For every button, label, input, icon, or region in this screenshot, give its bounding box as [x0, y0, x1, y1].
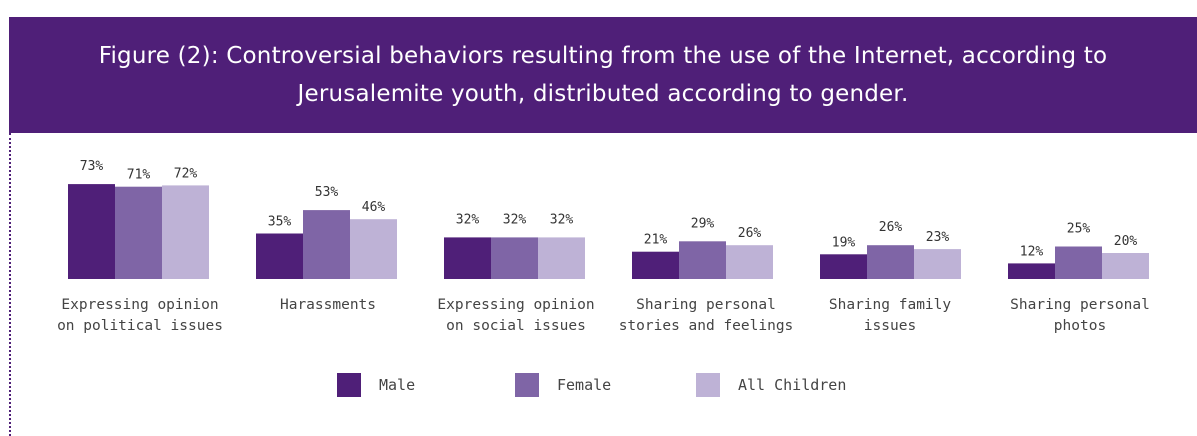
- data-label: 46%: [362, 200, 386, 215]
- category-label: Expressing opinion: [61, 297, 218, 313]
- legend-swatch-all-children: [696, 373, 720, 397]
- legend-label-female: Female: [557, 376, 612, 394]
- bar-male-2: [256, 233, 303, 279]
- legend-label-all-children: All Children: [738, 376, 847, 394]
- data-label: 26%: [738, 226, 762, 241]
- bar-male-5: [820, 254, 867, 279]
- data-label: 21%: [644, 233, 668, 248]
- bar-all-children-3: [538, 237, 585, 279]
- bar-female-2: [303, 210, 350, 279]
- legend-swatch-female: [515, 373, 539, 397]
- category-label: Sharing personal: [1010, 297, 1150, 313]
- legend-item-male: Male: [337, 373, 415, 397]
- data-label: 32%: [550, 212, 574, 227]
- bar-all-children-1: [162, 185, 209, 279]
- data-label: 12%: [1020, 244, 1044, 259]
- category-label: Harassments: [280, 297, 376, 313]
- bar-female-1: [115, 186, 162, 279]
- legend-swatch-male: [337, 373, 361, 397]
- data-label: 23%: [926, 230, 950, 245]
- legend-item-female: Female: [515, 373, 611, 397]
- category-label: on social issues: [446, 318, 586, 334]
- bar-female-6: [1055, 246, 1102, 279]
- data-label: 20%: [1114, 234, 1138, 249]
- figure-title: Figure (2): Controversial behaviors resu…: [98, 43, 1108, 107]
- data-label: 72%: [174, 166, 198, 181]
- data-label: 53%: [315, 185, 339, 200]
- data-label: 35%: [268, 215, 292, 230]
- data-label: 26%: [879, 220, 903, 235]
- category-label: on political issues: [57, 318, 223, 334]
- data-label: 25%: [1067, 222, 1091, 237]
- bar-female-3: [491, 237, 538, 279]
- data-label: 32%: [503, 212, 527, 227]
- legend-item-all-children: All Children: [696, 373, 846, 397]
- category-label: Sharing family: [829, 297, 951, 313]
- chart-legend: Male Female All Children: [0, 373, 1197, 399]
- bar-female-5: [867, 245, 914, 279]
- bar-all-children-4: [726, 245, 773, 279]
- category-label: Sharing personal: [636, 297, 776, 313]
- legend-label-male: Male: [379, 376, 416, 394]
- data-label: 71%: [127, 168, 151, 183]
- figure-title-banner: Figure (2): Controversial behaviors resu…: [9, 17, 1197, 133]
- bar-male-6: [1008, 263, 1055, 279]
- category-label: photos: [1054, 318, 1106, 334]
- category-label: Expressing opinion: [437, 297, 594, 313]
- bar-all-children-2: [350, 219, 397, 279]
- category-label: stories and feelings: [619, 318, 794, 334]
- bar-male-4: [632, 251, 679, 279]
- category-label: issues: [864, 318, 916, 334]
- bar-all-children-6: [1102, 253, 1149, 279]
- bar-male-1: [68, 184, 115, 279]
- data-label: 19%: [832, 235, 856, 250]
- bar-female-4: [679, 241, 726, 279]
- bar-all-children-5: [914, 249, 961, 279]
- left-dotted-rule: [9, 133, 11, 436]
- bar-male-3: [444, 237, 491, 279]
- data-label: 29%: [691, 216, 715, 231]
- data-label: 73%: [80, 159, 104, 174]
- data-label: 32%: [456, 212, 480, 227]
